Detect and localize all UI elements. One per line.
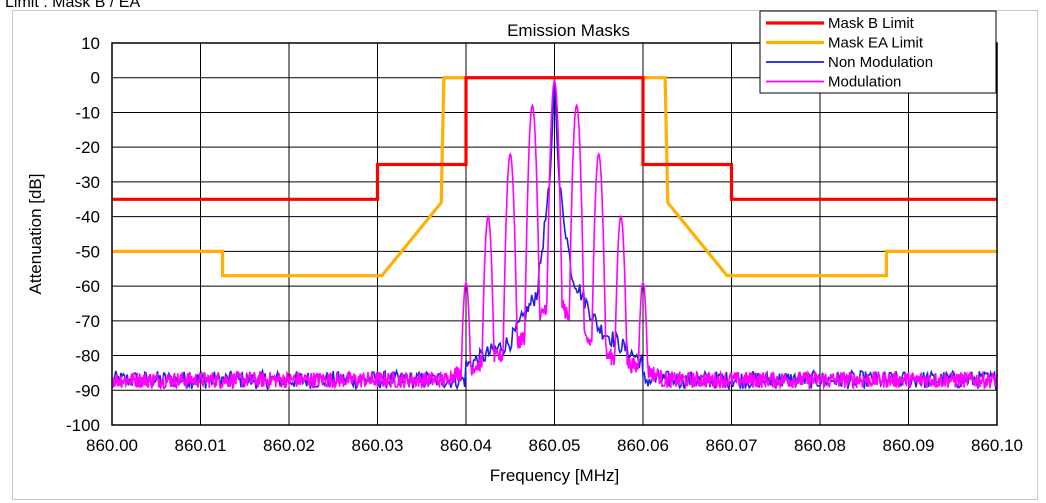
- x-tick-label: 860.01: [175, 436, 227, 455]
- chart-title: Emission Masks: [507, 21, 630, 40]
- y-tick-label: -80: [75, 347, 100, 366]
- legend-entry: Mask EA Limit: [828, 35, 924, 52]
- modulation-line: [111, 78, 998, 391]
- y-tick-labels: 10 0 -10 -20 -30 -40 -50 -60 -70 -80 -90 -100: [66, 34, 100, 435]
- x-tick-label: 860.03: [352, 436, 404, 455]
- legend-entry: Non Modulation: [828, 54, 933, 71]
- chart-frame: [12, 10, 1038, 500]
- y-tick-label: -100: [66, 416, 100, 435]
- plot-border: [111, 42, 998, 426]
- y-tick-label: -20: [75, 138, 100, 157]
- legend-box: [759, 10, 997, 94]
- series-lines: [111, 76, 998, 392]
- legend: Mask B Limit Mask EA Limit Non Modulation M…: [759, 10, 997, 94]
- x-tick-label: 860.06: [617, 436, 669, 455]
- y-tick-label: 0: [91, 69, 100, 88]
- x-tick-label: 860.02: [263, 436, 315, 455]
- legend-entry: Mask B Limit: [828, 15, 915, 32]
- x-tick-label: 860.04: [440, 436, 492, 455]
- y-axis-label: Attenuation [dB]: [26, 174, 45, 295]
- y-tick-label: -50: [75, 242, 100, 261]
- legend-entry: Modulation: [828, 74, 901, 91]
- y-tick-label: 10: [81, 34, 100, 53]
- y-tick-label: -10: [75, 103, 100, 122]
- x-tick-label: 860.07: [706, 436, 758, 455]
- x-axis-label: Frequency [MHz]: [490, 466, 619, 485]
- x-tick-label: 860.00: [86, 436, 138, 455]
- x-tick-label: 860.09: [883, 436, 935, 455]
- mask-b-limit-line: [112, 76, 997, 201]
- x-tick-label: 860.08: [794, 436, 846, 455]
- y-tick-label: -90: [75, 381, 100, 400]
- y-tick-label: -70: [75, 312, 100, 331]
- x-tick-label: 860.05: [529, 436, 581, 455]
- y-tick-label: -40: [75, 208, 100, 227]
- y-tick-label: -30: [75, 173, 100, 192]
- chart-caption: Limit : Mask B / EA: [5, 0, 141, 11]
- x-tick-labels: 860.00 860.01 860.02 860.03 860.04 860.05 860.…: [86, 436, 1023, 455]
- x-tick-label: 860.10: [971, 436, 1023, 455]
- y-tick-label: -60: [75, 277, 100, 296]
